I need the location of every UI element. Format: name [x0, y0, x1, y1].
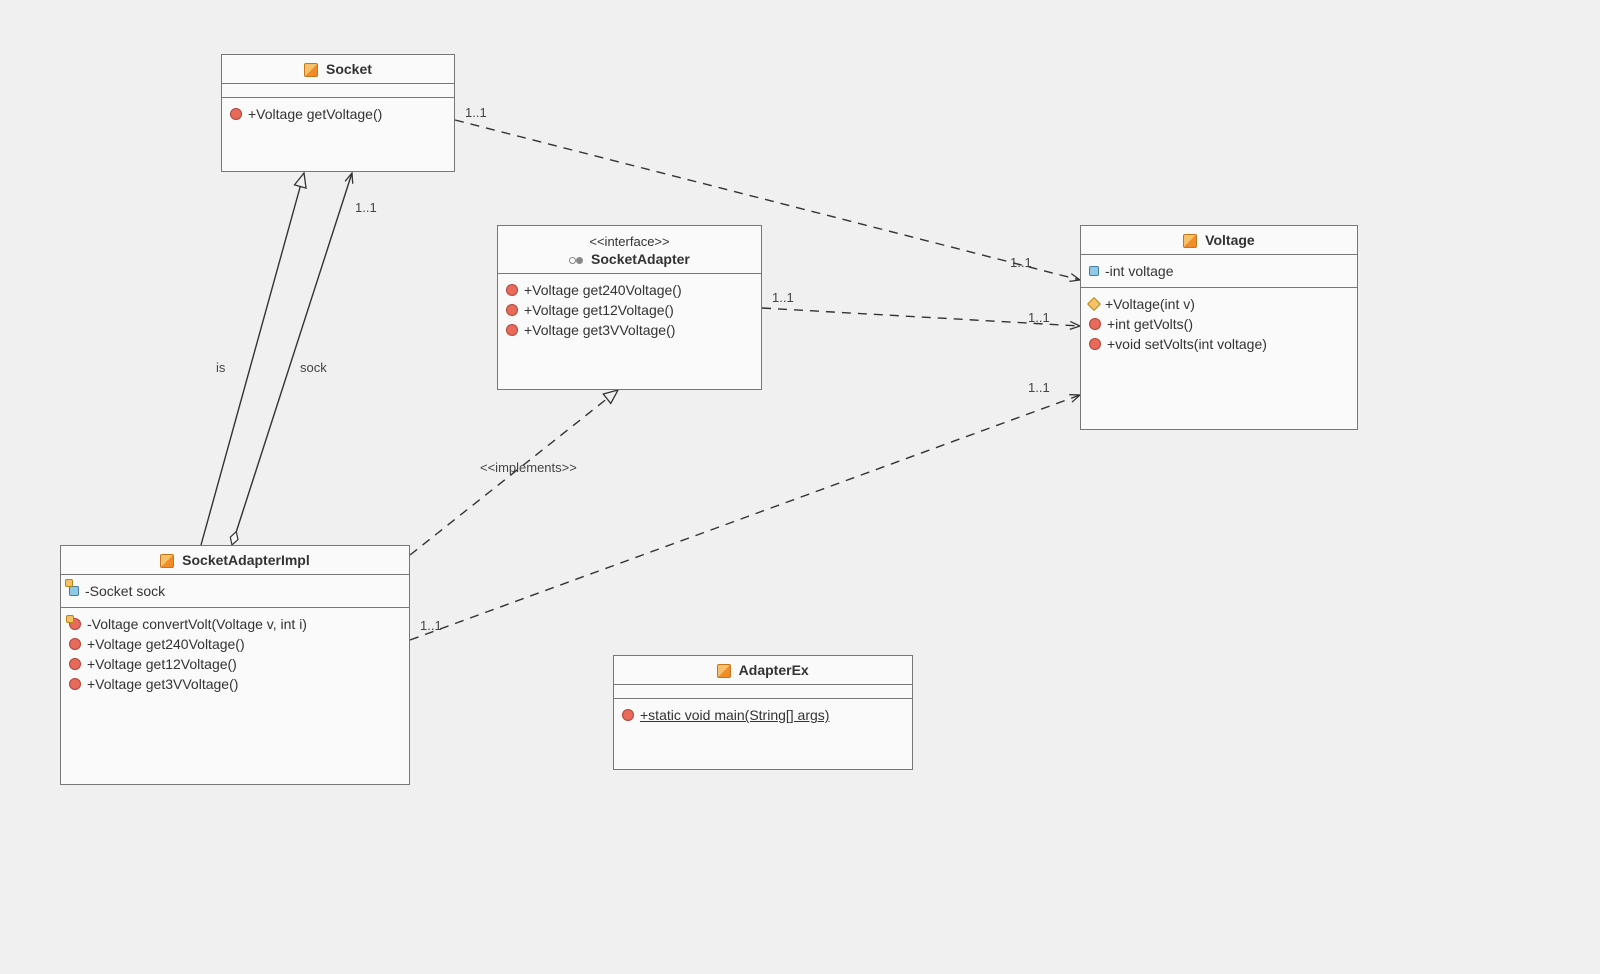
interface-socketadapter[interactable]: <<interface>> SocketAdapter +Voltage get…: [497, 225, 762, 390]
method-icon: [506, 304, 518, 316]
attrs-compartment: -int voltage: [1081, 255, 1357, 288]
method-icon: [506, 324, 518, 336]
member-row: +Voltage getVoltage(): [230, 104, 446, 124]
member-text: -Socket sock: [85, 583, 165, 599]
interface-icon: [569, 255, 583, 265]
ops-compartment: +Voltage get240Voltage() +Voltage get12Vo…: [498, 274, 761, 346]
member-text: +Voltage get12Voltage(): [524, 302, 674, 318]
class-adapterex[interactable]: AdapterEx +static void main(String[] arg…: [613, 655, 913, 770]
private-method-icon: [69, 618, 81, 630]
member-row: +Voltage get3VVoltage(): [506, 320, 753, 340]
member-row: +Voltage get240Voltage(): [69, 634, 401, 654]
method-icon: [230, 108, 242, 120]
member-text: +Voltage(int v): [1105, 296, 1195, 312]
edge-impl-aggregation: [232, 173, 352, 545]
method-icon: [69, 638, 81, 650]
class-voltage[interactable]: Voltage -int voltage +Voltage(int v) +int…: [1080, 225, 1358, 430]
member-row: -int voltage: [1089, 261, 1349, 281]
stereotype-label: <<interface>>: [506, 230, 753, 249]
edge-label: 1..1: [1028, 310, 1050, 325]
attrs-compartment: -Socket sock: [61, 575, 409, 608]
class-icon: [1183, 234, 1197, 248]
class-icon: [304, 63, 318, 77]
ops-compartment: +Voltage(int v) +int getVolts() +void setV…: [1081, 288, 1357, 360]
edge-label: 1..1: [1010, 255, 1032, 270]
edge-label: <<implements>>: [480, 460, 577, 475]
member-row: +Voltage get12Voltage(): [69, 654, 401, 674]
method-icon: [1089, 318, 1101, 330]
class-title: Socket: [222, 55, 454, 84]
ops-compartment: +Voltage getVoltage(): [222, 98, 454, 130]
class-title: SocketAdapterImpl: [61, 546, 409, 575]
attrs-compartment: [614, 685, 912, 699]
class-name-text: Voltage: [1205, 232, 1255, 248]
ops-compartment: +static void main(String[] args): [614, 699, 912, 731]
member-row: +Voltage get12Voltage(): [506, 300, 753, 320]
edge-label: 1..1: [420, 618, 442, 633]
edge-label: 1..1: [1028, 380, 1050, 395]
member-row: +Voltage get240Voltage(): [506, 280, 753, 300]
class-icon: [717, 664, 731, 678]
class-name-text: SocketAdapterImpl: [182, 552, 310, 568]
member-row: +void setVolts(int voltage): [1089, 334, 1349, 354]
class-name-text: AdapterEx: [739, 662, 809, 678]
member-row: +Voltage get3VVoltage(): [69, 674, 401, 694]
member-text: -int voltage: [1105, 263, 1173, 279]
class-title: Voltage: [1081, 226, 1357, 255]
member-text: +Voltage get3VVoltage(): [524, 322, 675, 338]
constructor-icon: [1087, 297, 1101, 311]
member-row: +static void main(String[] args): [622, 705, 904, 725]
member-text: +Voltage get12Voltage(): [87, 656, 237, 672]
member-row: -Socket sock: [69, 581, 401, 601]
class-name-text: SocketAdapter: [591, 251, 690, 267]
member-text: -Voltage convertVolt(Voltage v, int i): [87, 616, 307, 632]
member-row: +Voltage(int v): [1089, 294, 1349, 314]
member-text: +Voltage get240Voltage(): [524, 282, 682, 298]
field-icon: [1089, 266, 1099, 276]
private-field-icon: [69, 583, 79, 599]
method-icon: [69, 658, 81, 670]
attrs-compartment: [222, 84, 454, 98]
edge-impl-inheritance: [201, 173, 304, 545]
member-text: +void setVolts(int voltage): [1107, 336, 1267, 352]
method-icon: [69, 678, 81, 690]
member-row: -Voltage convertVolt(Voltage v, int i): [69, 614, 401, 634]
edge-impl-voltage-dep: [410, 395, 1080, 640]
method-icon: [1089, 338, 1101, 350]
edge-label: 1..1: [355, 200, 377, 215]
diagram-canvas: Socket +Voltage getVoltage() <<interface…: [0, 0, 1600, 974]
ops-compartment: -Voltage convertVolt(Voltage v, int i) +V…: [61, 608, 409, 700]
class-name-text: Socket: [326, 61, 372, 77]
edge-label: is: [216, 360, 225, 375]
member-text: +int getVolts(): [1107, 316, 1193, 332]
method-icon: [506, 284, 518, 296]
edge-label: 1..1: [465, 105, 487, 120]
class-socket[interactable]: Socket +Voltage getVoltage(): [221, 54, 455, 172]
member-text: +Voltage get240Voltage(): [87, 636, 245, 652]
member-row: +int getVolts(): [1089, 314, 1349, 334]
member-text: +static void main(String[] args): [640, 707, 829, 723]
method-icon: [622, 709, 634, 721]
edge-label: sock: [300, 360, 327, 375]
member-text: +Voltage getVoltage(): [248, 106, 382, 122]
class-socketadapterimpl[interactable]: SocketAdapterImpl -Socket sock -Voltage …: [60, 545, 410, 785]
member-text: +Voltage get3VVoltage(): [87, 676, 238, 692]
class-icon: [160, 554, 174, 568]
class-title: AdapterEx: [614, 656, 912, 685]
edge-label: 1..1: [772, 290, 794, 305]
